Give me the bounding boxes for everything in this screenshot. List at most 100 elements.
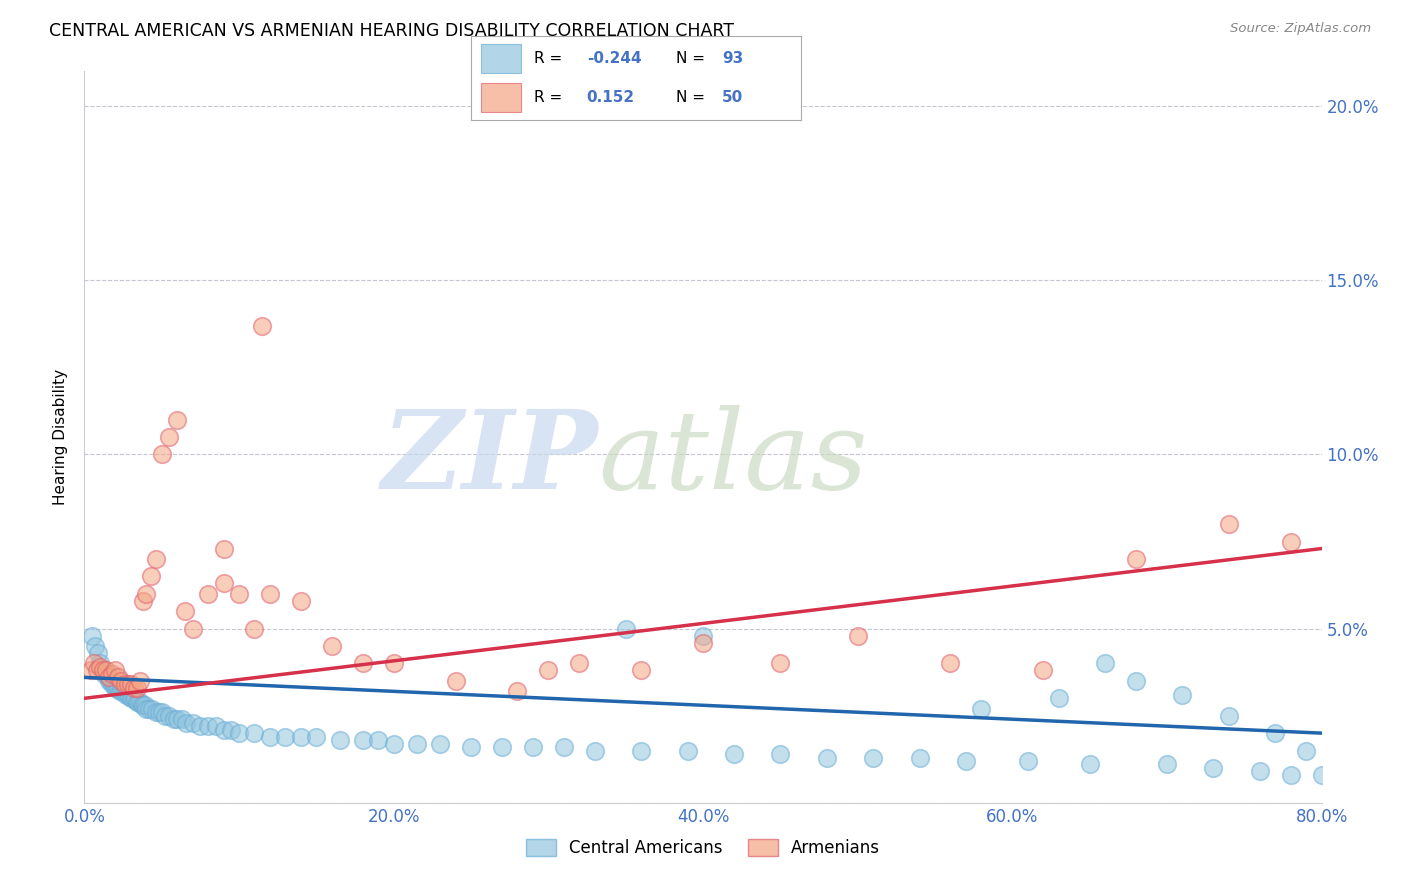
Text: 50: 50: [723, 90, 744, 105]
Point: [138, 702, 160, 716]
Text: Source: ZipAtlas.com: Source: ZipAtlas.com: [1230, 22, 1371, 36]
Point: [79, 664, 101, 678]
Point: [110, 684, 132, 698]
Point: [118, 688, 141, 702]
Point: [1279, 534, 1302, 549]
Point: [908, 750, 931, 764]
Point: [145, 552, 167, 566]
Point: [89, 657, 111, 671]
Point: [352, 733, 374, 747]
Point: [382, 657, 405, 671]
Point: [1249, 764, 1271, 779]
Text: 93: 93: [723, 51, 744, 66]
Point: [537, 664, 560, 678]
Point: [132, 594, 155, 608]
Point: [305, 730, 328, 744]
Point: [328, 733, 352, 747]
Legend: Central Americans, Armenians: Central Americans, Armenians: [519, 832, 887, 864]
Point: [104, 664, 127, 678]
Point: [676, 743, 699, 757]
Point: [460, 740, 482, 755]
Point: [98, 673, 121, 688]
Point: [101, 677, 124, 691]
Text: 0.152: 0.152: [586, 90, 634, 105]
Point: [522, 740, 544, 755]
Point: [1279, 768, 1302, 782]
Point: [120, 677, 142, 691]
Text: N =: N =: [676, 51, 710, 66]
Point: [181, 715, 204, 730]
Point: [815, 750, 838, 764]
Point: [125, 681, 148, 695]
Point: [219, 723, 242, 737]
Point: [212, 576, 235, 591]
Point: [129, 673, 152, 688]
Point: [321, 639, 343, 653]
Point: [89, 660, 111, 674]
Point: [429, 737, 451, 751]
Point: [290, 594, 312, 608]
Point: [159, 708, 180, 723]
Point: [188, 719, 211, 733]
Point: [134, 698, 156, 713]
Point: [86, 664, 108, 678]
Text: atlas: atlas: [598, 405, 868, 513]
Point: [135, 702, 157, 716]
Point: [1032, 664, 1054, 678]
Point: [1171, 688, 1194, 702]
Point: [98, 670, 121, 684]
Point: [228, 587, 250, 601]
Point: [124, 691, 146, 706]
Point: [506, 684, 529, 698]
Point: [91, 664, 114, 678]
Point: [159, 430, 180, 444]
Point: [955, 754, 977, 768]
Bar: [481, 44, 520, 73]
Point: [250, 318, 273, 333]
Point: [115, 688, 138, 702]
Point: [120, 691, 142, 706]
Point: [117, 677, 139, 691]
Point: [135, 587, 157, 601]
Point: [1125, 673, 1147, 688]
Point: [862, 750, 884, 764]
Point: [290, 730, 312, 744]
Bar: [481, 83, 520, 112]
Point: [129, 695, 152, 709]
Point: [212, 723, 235, 737]
Point: [197, 587, 219, 601]
Point: [405, 737, 427, 751]
Point: [141, 702, 163, 716]
Point: [121, 691, 143, 706]
Text: R =: R =: [534, 90, 567, 105]
Point: [352, 657, 374, 671]
Point: [94, 667, 117, 681]
Point: [1156, 757, 1178, 772]
Point: [970, 702, 993, 716]
Point: [104, 681, 127, 695]
Point: [132, 698, 155, 713]
Point: [153, 708, 176, 723]
Point: [630, 664, 652, 678]
Text: -0.244: -0.244: [586, 51, 641, 66]
Point: [105, 681, 128, 695]
Point: [176, 715, 198, 730]
Point: [148, 705, 170, 719]
Point: [568, 657, 591, 671]
Point: [846, 629, 869, 643]
Point: [101, 667, 124, 681]
Text: CENTRAL AMERICAN VS ARMENIAN HEARING DISABILITY CORRELATION CHART: CENTRAL AMERICAN VS ARMENIAN HEARING DIS…: [49, 22, 734, 40]
Point: [107, 670, 129, 684]
Point: [1017, 754, 1039, 768]
Point: [1326, 764, 1348, 779]
Point: [114, 684, 136, 698]
Point: [1295, 743, 1317, 757]
Point: [100, 673, 122, 688]
Point: [630, 743, 652, 757]
Point: [228, 726, 250, 740]
Point: [692, 635, 714, 649]
Point: [583, 743, 606, 757]
Point: [103, 677, 125, 691]
Point: [243, 726, 266, 740]
Point: [170, 712, 193, 726]
